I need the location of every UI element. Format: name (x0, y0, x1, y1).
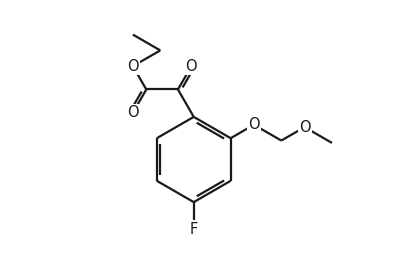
Text: O: O (185, 59, 197, 74)
Text: O: O (248, 117, 260, 132)
Text: O: O (127, 105, 139, 120)
Text: O: O (127, 59, 139, 74)
Text: F: F (189, 221, 198, 236)
Text: O: O (299, 120, 310, 135)
